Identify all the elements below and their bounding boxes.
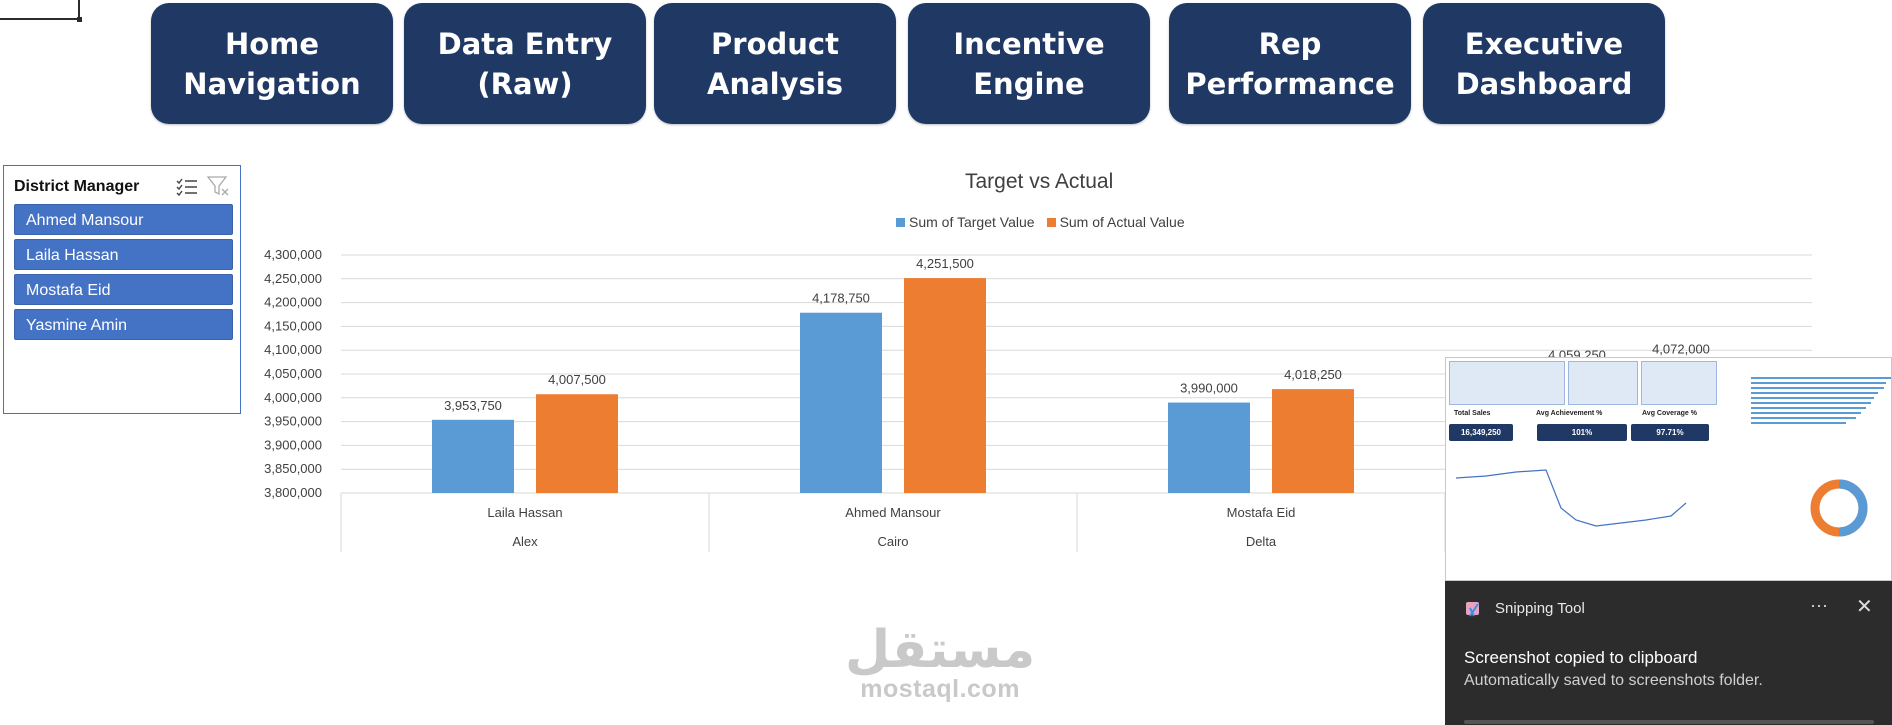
x-category-label: Mostafa Eid [1227,505,1296,520]
toast-app-name: Snipping Tool [1495,600,1585,617]
data-entry-button[interactable]: Data Entry (Raw) [404,3,646,124]
snipping-tool-icon [1466,602,1479,617]
snipping-tool-toast[interactable]: Snipping Tool ··· ✕ Screenshot copied to… [1445,581,1892,725]
toast-subtext: Automatically saved to screenshots folde… [1464,672,1763,689]
mini-donut-blue [1838,479,1868,537]
slicer-item[interactable]: Laila Hassan [14,239,233,270]
product-analysis-button[interactable]: Product Analysis [654,3,896,124]
incentive-engine-label: Incentive Engine [953,26,1105,101]
data-label-actual: 4,007,500 [548,372,606,387]
legend-actual: Sum of Actual Value [1046,214,1185,230]
x-category-label: Ahmed Mansour [845,505,941,520]
mini-slicer-month [1449,361,1565,405]
x-category-label: Laila Hassan [487,505,562,520]
y-tick-label: 4,150,000 [264,318,322,333]
slicer-title: District Manager [14,178,140,195]
x-group-label: Alex [512,534,538,549]
data-label-target: 3,990,000 [1180,381,1238,396]
bar-target [800,312,882,493]
data-label-actual: 4,251,500 [916,256,974,271]
executive-dashboard-button[interactable]: Executive Dashboard [1423,3,1665,124]
home-navigation-label: Home Navigation [183,26,361,101]
mini-slicer-region [1641,361,1717,405]
y-tick-label: 4,050,000 [264,366,322,381]
legend-swatch-target [896,217,905,227]
toast-heading: Screenshot copied to clipboard [1464,648,1698,667]
chart-title: Target vs Actual [965,170,1114,193]
toast-action-bar [1464,720,1874,724]
y-tick-label: 3,950,000 [264,414,322,429]
slicer-header: District Manager [14,174,232,200]
mini-dashboard-graphics [1455,377,1891,537]
watermark-arabic: مستقل [845,620,1036,680]
slicer-item[interactable]: Yasmine Amin [14,309,233,340]
x-group-label: Delta [1246,534,1277,549]
mini-hbars [1751,377,1891,424]
incentive-engine-button[interactable]: Incentive Engine [908,3,1150,124]
mini-kpi-value: 16,349,250 [1449,424,1513,441]
close-icon[interactable]: ✕ [1856,596,1873,618]
bar-target [432,419,514,493]
y-tick-label: 4,250,000 [264,271,322,286]
executive-dashboard-label: Executive Dashboard [1455,26,1633,101]
clear-filter-icon[interactable] [206,174,232,200]
y-tick-label: 4,100,000 [264,342,322,357]
rep-performance-label: Rep Performance [1185,26,1395,101]
slicer-item[interactable]: Ahmed Mansour [14,204,233,235]
y-tick-label: 4,200,000 [264,295,322,310]
watermark: مستقل mostaql.com [845,620,1036,704]
data-label-target: 3,953,750 [444,398,502,413]
selected-cell[interactable] [0,0,82,22]
bar-actual [904,278,986,493]
more-options-icon[interactable]: ··· [1810,595,1828,615]
legend-target-label: Sum of Target Value [909,214,1035,230]
data-label-actual: 4,072,000 [1652,342,1710,357]
x-group-label: Cairo [877,534,908,549]
mini-kpi-label: Avg Achievement % [1536,410,1603,417]
bar-actual [1272,389,1354,493]
snip-thumbnail[interactable]: Total Sales Avg Achievement % Avg Covera… [1445,357,1892,581]
y-tick-label: 3,850,000 [264,461,322,476]
data-entry-label: Data Entry (Raw) [437,26,613,101]
mini-kpi-label: Avg Coverage % [1642,410,1697,417]
legend-actual-label: Sum of Actual Value [1059,214,1185,230]
district-manager-slicer: District Manager Ahmed Mansour Laila Has… [3,165,241,414]
y-tick-label: 3,900,000 [264,437,322,452]
data-label-target: 4,178,750 [812,291,870,306]
mini-kpi-value: 97.71% [1631,424,1709,441]
y-tick-label: 4,300,000 [264,247,322,262]
home-navigation-button[interactable]: Home Navigation [151,3,393,124]
watermark-latin: mostaql.com [860,675,1020,703]
chart-legend: Sum of Target Value Sum of Actual Value [896,214,1197,230]
y-tick-label: 3,800,000 [264,485,322,500]
mini-kpi-label: Total Sales [1454,410,1491,417]
mini-kpi-value: 101% [1537,424,1627,441]
product-analysis-label: Product Analysis [707,26,843,101]
legend-target: Sum of Target Value [896,214,1035,230]
rep-performance-button[interactable]: Rep Performance [1169,3,1411,124]
mini-line-series [1455,469,1687,527]
legend-swatch-actual [1046,217,1056,227]
y-tick-label: 4,000,000 [264,390,322,405]
bar-target [1168,402,1250,493]
slicer-item[interactable]: Mostafa Eid [14,274,233,305]
data-label-actual: 4,018,250 [1284,367,1342,382]
bar-actual [536,394,618,493]
multi-select-icon[interactable] [174,174,200,200]
mini-slicer-manager [1568,361,1638,405]
